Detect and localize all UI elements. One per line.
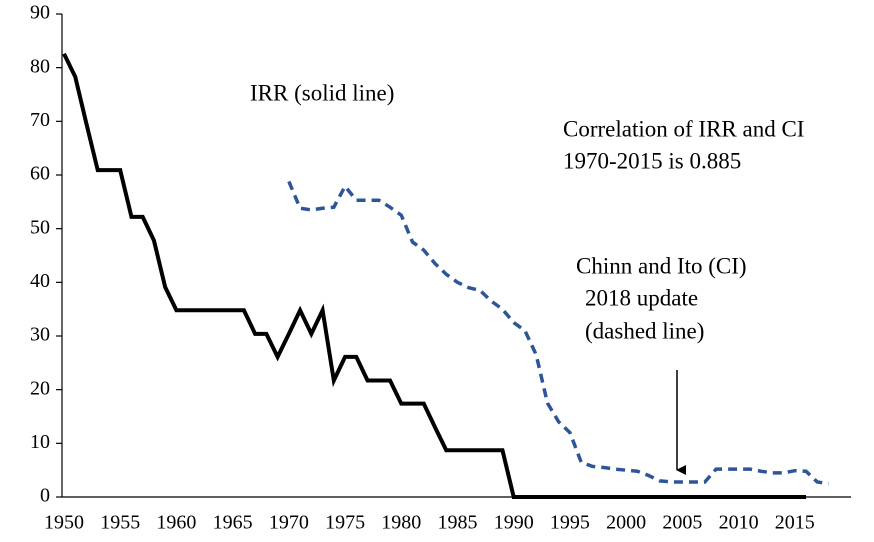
x-tick-label: 1990 — [494, 512, 534, 534]
x-tick-label: 1970 — [269, 512, 309, 534]
y-tick-label: 90 — [30, 2, 50, 24]
annotation: 2018 update — [585, 285, 698, 310]
y-tick-label: 80 — [30, 55, 50, 77]
y-tick-label: 50 — [30, 216, 50, 238]
y-tick-label: 40 — [30, 270, 50, 292]
annotation: Correlation of IRR and CI — [563, 116, 804, 141]
series-line — [287, 180, 829, 486]
x-tick-label: 1960 — [156, 512, 196, 534]
x-tick-label: 1975 — [325, 512, 365, 534]
y-tick-label: 20 — [30, 377, 50, 399]
x-tick-label: 2000 — [606, 512, 646, 534]
annotation: (dashed line) — [585, 318, 704, 343]
x-tick-label: 1950 — [44, 512, 84, 534]
x-tick-label: 1980 — [381, 512, 421, 534]
x-tick-label: 1955 — [100, 512, 140, 534]
x-tick-label: 1985 — [438, 512, 478, 534]
series-line — [62, 52, 807, 499]
annotation: Chinn and Ito (CI) — [576, 253, 747, 278]
x-tick-label: 1995 — [550, 512, 590, 534]
x-tick-label: 1965 — [213, 512, 253, 534]
annotation: 1970-2015 is 0.885 — [563, 148, 741, 173]
y-tick-label: 10 — [30, 431, 50, 453]
annotation: IRR (solid line) — [250, 80, 394, 105]
x-tick-label: 2015 — [775, 512, 815, 534]
y-tick-label: 30 — [30, 324, 50, 346]
y-tick-label: 0 — [40, 485, 50, 507]
x-tick-label: 2010 — [719, 512, 759, 534]
x-tick-label: 2005 — [662, 512, 702, 534]
y-tick-label: 60 — [30, 163, 50, 185]
y-tick-label: 70 — [30, 109, 50, 131]
